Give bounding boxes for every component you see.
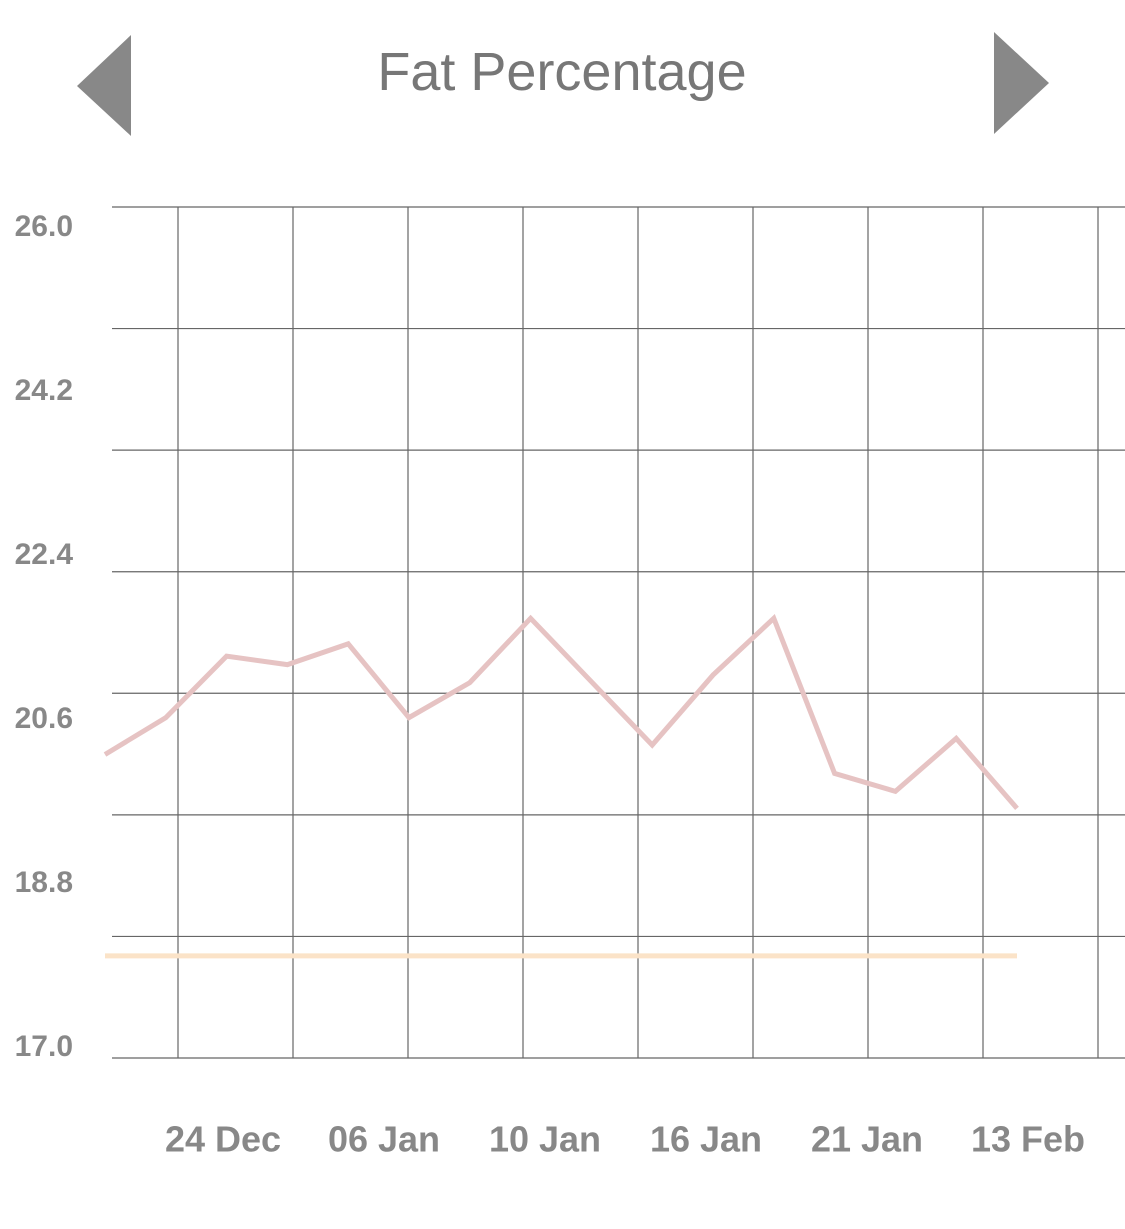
y-tick-label: 22.4 [15, 538, 74, 571]
y-tick-label: 20.6 [15, 702, 73, 735]
x-tick-label: 16 Jan [650, 1119, 762, 1160]
y-tick-label: 18.8 [15, 866, 73, 899]
chart-title: Fat Percentage [377, 42, 746, 102]
x-tick-label: 24 Dec [165, 1119, 281, 1160]
next-arrow[interactable] [994, 32, 1049, 134]
grid [112, 206, 1125, 1059]
x-tick-label: 13 Feb [971, 1119, 1085, 1160]
x-tick-label: 10 Jan [489, 1119, 601, 1160]
x-tick-label: 06 Jan [328, 1119, 440, 1160]
y-tick-label: 24.2 [15, 374, 73, 407]
y-tick-label: 17.0 [15, 1030, 73, 1063]
y-tick-label: 26.0 [15, 210, 73, 243]
previous-arrow[interactable] [77, 35, 131, 136]
data-line [103, 613, 1019, 811]
x-tick-label: 21 Jan [811, 1119, 923, 1160]
